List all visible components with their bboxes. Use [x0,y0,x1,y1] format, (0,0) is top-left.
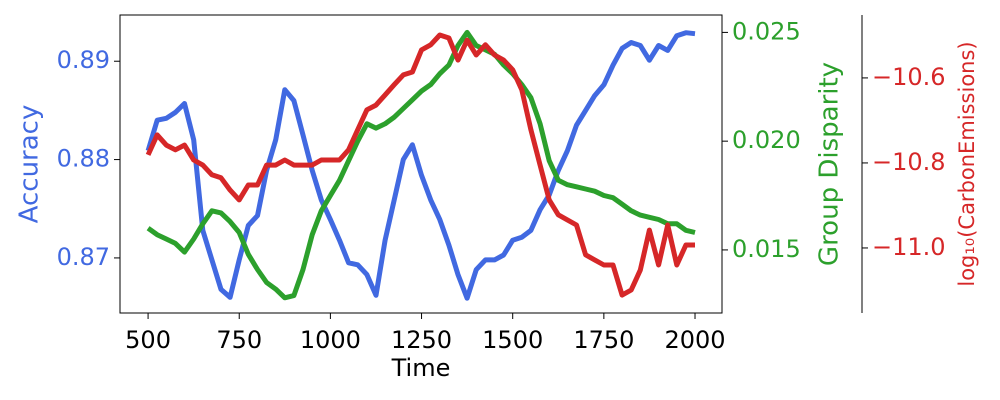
series-line [146,29,696,301]
x-tick-label: 1000 [300,326,361,354]
series-line [145,30,696,301]
y-axis-label: log₁₀(CarbonEmissions) [955,41,979,286]
y-tick-label: 0.89 [57,46,110,74]
y-tick-label: −10.6 [872,63,946,91]
x-tick-label: 1750 [573,326,634,354]
plot-frame [119,14,723,314]
series-line [145,32,695,298]
y-tick-label: −10.8 [872,148,946,176]
y-tick-label: −11.0 [872,233,946,261]
y-tick-label: 0.020 [732,126,801,154]
y-tick-label: 0.015 [732,235,801,263]
x-tick-label: 750 [216,326,262,354]
x-tick-label: 500 [125,326,171,354]
x-axis-label: Time [391,354,451,382]
y-tick-label: 0.88 [57,145,110,173]
x-tick-label: 2000 [664,326,725,354]
y-axis-label: Group Disparity [815,62,845,266]
y-tick-label: 0.87 [57,243,110,271]
x-tick-label: 1500 [482,326,543,354]
y-axis-label: Accuracy [15,105,45,224]
x-tick-label: 1250 [391,326,452,354]
y-tick-label: 0.025 [732,17,801,45]
